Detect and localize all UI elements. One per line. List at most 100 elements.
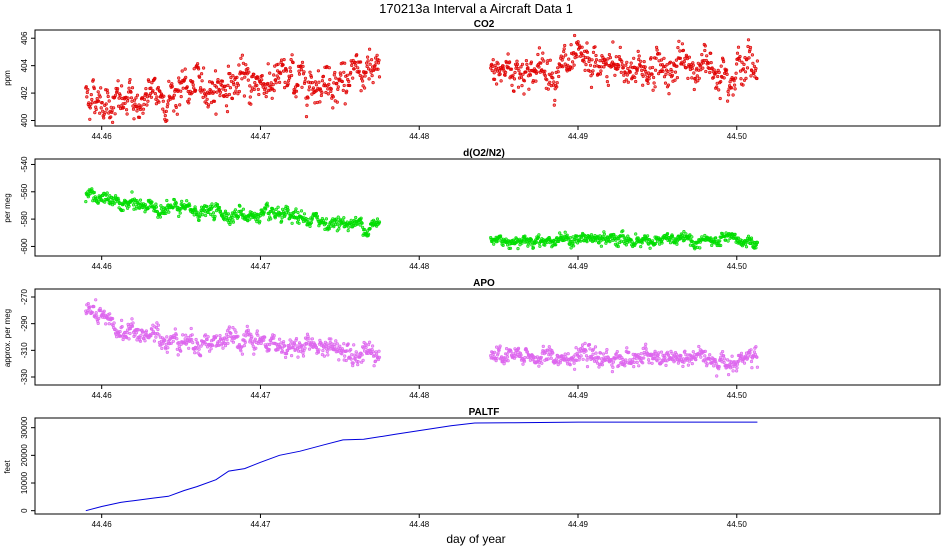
co2-data-point <box>336 85 340 89</box>
co2-data-point <box>316 69 321 73</box>
co2-data-point <box>376 61 381 65</box>
co2-data-point <box>99 106 103 110</box>
co2-data-point <box>352 67 356 71</box>
apo-data-point <box>349 357 353 361</box>
co2-data-point <box>641 83 645 87</box>
co2-data-point <box>167 79 171 83</box>
co2-data-point <box>318 100 322 104</box>
co2-data-point <box>215 90 219 94</box>
co2-data-point <box>513 70 517 75</box>
apo-data-point <box>337 358 341 362</box>
co2-data-point <box>99 86 103 90</box>
co2-data-point <box>283 80 287 84</box>
co2-data-point <box>588 69 592 73</box>
apo-data-point <box>506 359 510 363</box>
co2-data-point <box>198 75 202 79</box>
co2-data-point <box>176 88 180 92</box>
co2-data-point <box>617 64 621 69</box>
apo-data-point <box>665 359 669 363</box>
apo-data-point <box>502 362 506 366</box>
apo-data-point <box>377 355 382 359</box>
co2-data-point <box>366 55 370 59</box>
co2-data-point <box>110 109 114 113</box>
co2-data-point <box>709 51 713 55</box>
co2-data-point <box>361 79 365 83</box>
co2-data-point <box>262 91 266 95</box>
co2-data-point <box>165 118 169 122</box>
co2-data-point <box>225 94 229 98</box>
o2n2-data-point <box>755 240 760 245</box>
o2n2-data-point <box>569 246 573 250</box>
apo-data-point <box>171 339 175 343</box>
o2n2-data-point <box>230 215 234 219</box>
co2-data-point <box>276 62 280 66</box>
co2-data-point <box>654 45 659 50</box>
apo-data-point <box>165 335 169 339</box>
apo-data-point <box>113 327 117 331</box>
co2-data-point <box>350 63 354 67</box>
co2-data-point <box>673 70 678 74</box>
apo-data-point <box>735 362 740 366</box>
o2n2-data-point <box>665 232 670 236</box>
co2-data-point <box>545 61 549 66</box>
co2-ylabel: ppm <box>3 70 12 86</box>
co2-data-point <box>546 87 550 91</box>
o2n2-data-point <box>125 206 130 210</box>
apo-data-point <box>663 356 667 360</box>
co2-data-point <box>97 99 101 103</box>
co2-data-point <box>194 88 198 92</box>
apo-data-point <box>611 360 616 364</box>
apo-data-point <box>377 349 381 353</box>
o2n2-data-point <box>531 246 536 250</box>
co2-data-point <box>659 58 664 62</box>
apo-data-point <box>655 359 659 363</box>
apo-data-point <box>225 338 229 342</box>
apo-data-point <box>320 342 324 346</box>
co2-data-point <box>345 89 349 93</box>
co2-data-point <box>181 86 185 90</box>
co2-data-point <box>701 66 705 70</box>
apo-data-point <box>539 355 543 360</box>
apo-data-point <box>703 349 707 354</box>
apo-data-point <box>253 337 257 341</box>
apo-data-point <box>174 333 178 337</box>
co2-data-point <box>376 67 380 71</box>
co2-data-point <box>353 60 357 65</box>
co2-data-point <box>191 80 195 84</box>
co2-data-point <box>572 33 577 38</box>
co2-data-point <box>519 75 524 79</box>
co2-data-point <box>154 102 158 106</box>
apo-data-point <box>539 358 543 363</box>
apo-data-point <box>107 322 111 326</box>
co2-data-point <box>377 58 381 62</box>
co2-data-point <box>612 62 617 66</box>
co2-data-point <box>555 85 559 89</box>
co2-data-point <box>153 76 157 80</box>
co2-data-point <box>522 92 526 96</box>
co2-data-point <box>242 94 246 98</box>
co2-data-point <box>89 92 93 97</box>
apo-y-tick-label: -310 <box>20 342 29 359</box>
co2-data-point <box>552 80 556 84</box>
o2n2-data-point <box>578 239 583 243</box>
co2-data-point <box>625 73 629 77</box>
apo-data-point <box>199 344 203 348</box>
apo-data-point <box>666 353 671 357</box>
apo-data-point <box>708 353 712 357</box>
apo-data-point <box>587 343 592 347</box>
co2-data-point <box>651 88 655 92</box>
apo-data-point <box>186 335 190 340</box>
co2-data-point <box>742 62 746 67</box>
co2-data-point <box>717 70 721 74</box>
co2-data-point <box>339 73 343 77</box>
co2-data-point <box>562 49 566 54</box>
co2-data-point <box>343 102 347 106</box>
apo-data-point <box>355 352 359 356</box>
apo-data-point <box>254 346 258 350</box>
apo-data-point <box>214 334 219 338</box>
co2-data-point <box>678 56 683 60</box>
o2n2-data-point <box>337 224 341 228</box>
co2-data-point <box>733 76 738 80</box>
co2-data-point <box>274 81 278 85</box>
co2-data-point <box>237 63 241 67</box>
